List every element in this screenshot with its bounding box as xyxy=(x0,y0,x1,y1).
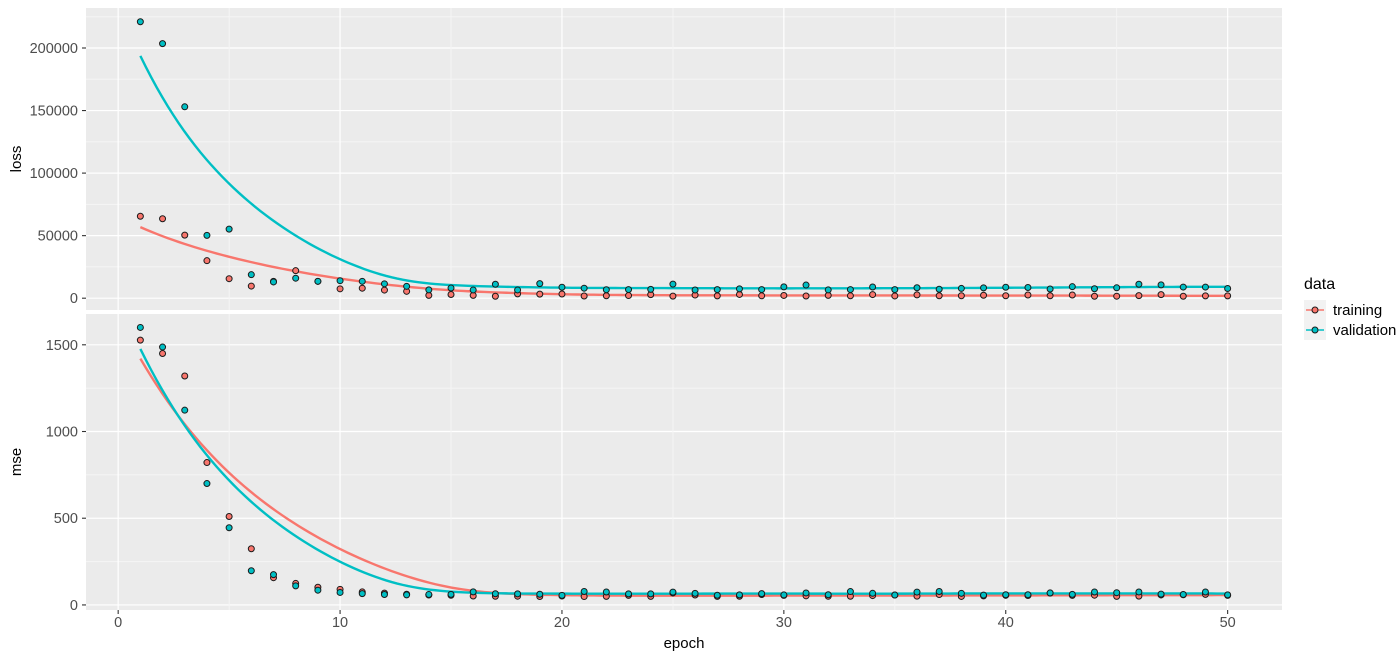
svg-text:10: 10 xyxy=(332,615,348,631)
svg-text:mse: mse xyxy=(8,448,25,476)
svg-text:20: 20 xyxy=(554,615,570,631)
svg-text:150000: 150000 xyxy=(30,104,78,120)
svg-text:loss: loss xyxy=(8,146,25,173)
svg-text:data: data xyxy=(1304,276,1335,293)
svg-text:0: 0 xyxy=(70,598,78,614)
svg-text:50000: 50000 xyxy=(38,229,78,245)
svg-text:epoch: epoch xyxy=(664,635,705,652)
svg-text:200000: 200000 xyxy=(30,41,78,57)
svg-text:1000: 1000 xyxy=(46,425,78,441)
svg-text:50: 50 xyxy=(1220,615,1236,631)
svg-text:100000: 100000 xyxy=(30,166,78,182)
svg-text:0: 0 xyxy=(70,291,78,307)
svg-text:training: training xyxy=(1333,302,1382,319)
svg-text:validation: validation xyxy=(1333,322,1396,339)
svg-text:30: 30 xyxy=(776,615,792,631)
svg-text:1500: 1500 xyxy=(46,338,78,354)
svg-text:0: 0 xyxy=(114,615,122,631)
svg-text:500: 500 xyxy=(54,511,78,527)
svg-text:40: 40 xyxy=(998,615,1014,631)
